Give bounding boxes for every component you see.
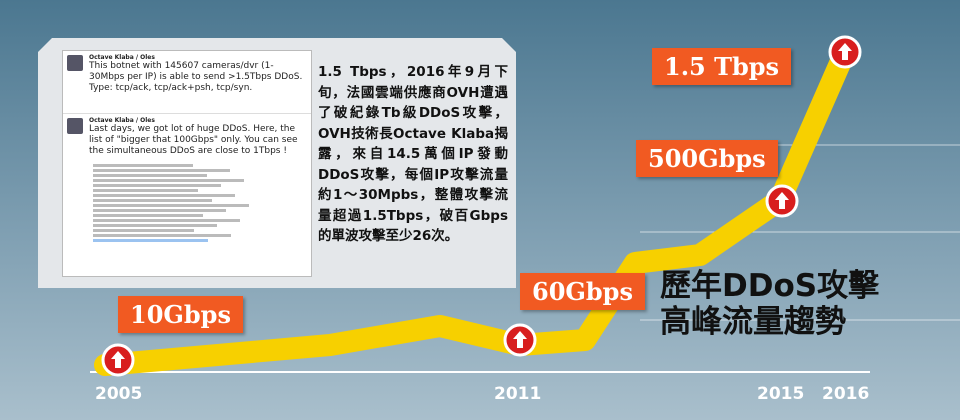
milestone-label: 1.5 Tbps	[652, 48, 792, 85]
tweet: Octave Klaba / Oles Last days, we got lot…	[63, 114, 311, 160]
year-label: 2005	[95, 384, 143, 404]
log-lines	[93, 164, 307, 242]
log-line	[93, 219, 240, 222]
milestone-label: 10Gbps	[118, 296, 243, 333]
log-line	[93, 239, 208, 242]
log-line	[93, 229, 194, 232]
log-line	[93, 194, 235, 197]
title-line: 歷年DDoS攻擊	[660, 268, 880, 304]
marker-part	[838, 43, 852, 60]
log-line	[93, 209, 226, 212]
log-line	[93, 214, 203, 217]
log-line	[93, 164, 193, 167]
log-line	[93, 184, 221, 187]
log-line	[93, 204, 249, 207]
title: 歷年DDoS攻擊 高峰流量趨勢	[660, 268, 879, 340]
log-line	[93, 179, 244, 182]
marker-part	[111, 351, 125, 368]
marker-part	[775, 192, 789, 209]
tweet-text: Last days, we got lot of huge DDoS. Here…	[89, 124, 298, 156]
log-line	[93, 174, 207, 177]
marker-part	[513, 331, 527, 348]
tweet-screenshot: Octave Klaba / Oles This botnet with 1456…	[62, 50, 312, 277]
log-line	[93, 189, 198, 192]
log-line	[93, 234, 231, 237]
log-line	[93, 199, 212, 202]
milestone-label: 500Gbps	[636, 140, 778, 177]
tweet: Octave Klaba / Oles This botnet with 1456…	[63, 51, 311, 97]
log-line	[93, 224, 217, 227]
year-label: 2015	[757, 384, 805, 404]
year-label: 2011	[494, 384, 542, 404]
note: 1.5 Tbps，2016年9月下旬，法國雲端供應商OVH遭遇了破紀錄Tb級DD…	[318, 64, 508, 244]
tweet-text: This botnet with 145607 cameras/dvr (1-3…	[89, 61, 303, 93]
trend-line	[94, 41, 856, 376]
title-line: 高峰流量趨勢	[660, 304, 846, 340]
tweet-author: Octave Klaba / Oles	[89, 54, 155, 61]
milestone-label: 60Gbps	[520, 273, 645, 310]
year-label: 2016	[822, 384, 870, 404]
tweet-author: Octave Klaba / Oles	[89, 117, 155, 124]
log-line	[93, 169, 230, 172]
